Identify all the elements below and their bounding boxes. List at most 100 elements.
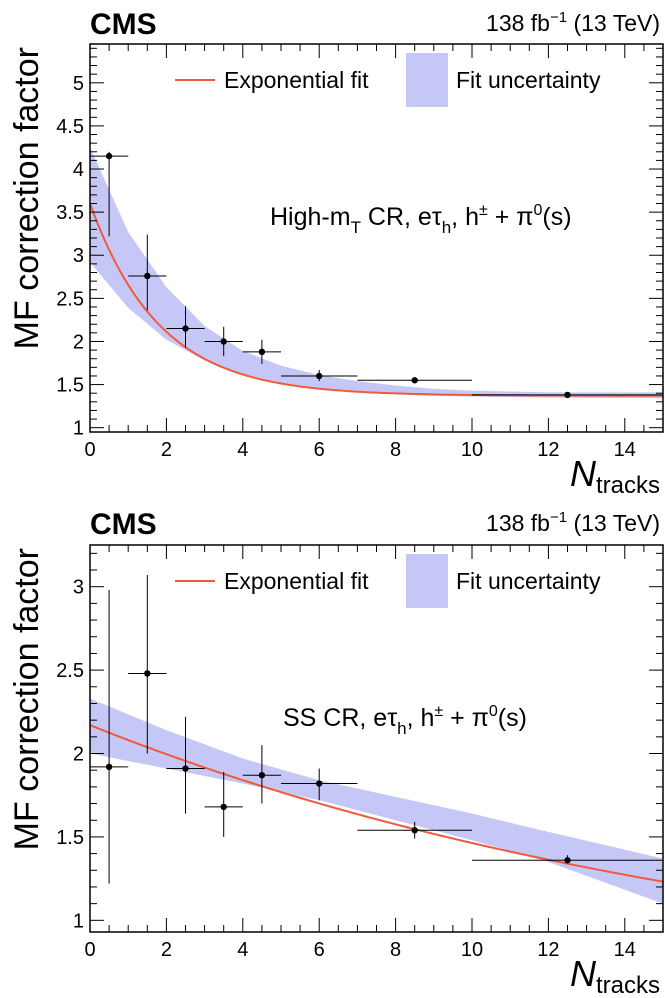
data-point [281, 369, 358, 382]
x-tick-label: 12 [537, 939, 559, 961]
region-label-c-sup: ± [434, 703, 443, 720]
y-tick-label: 1.5 [56, 375, 84, 397]
region-label-c: , h [407, 704, 435, 732]
data-marker [411, 827, 418, 834]
plot-frame [89, 43, 664, 433]
data-marker [564, 391, 571, 399]
data-marker [564, 857, 571, 864]
x-tick-label: 0 [84, 939, 95, 961]
lumi-value: 138 fb [486, 10, 550, 36]
region-label: SS CR, eτh, h± + π0(s) [283, 703, 527, 738]
y-tick-label: 1 [73, 910, 84, 932]
data-marker [220, 803, 227, 811]
data-point [166, 306, 205, 348]
y-tick-label: 2 [73, 744, 84, 766]
legend-band-label: Fit uncertainty [456, 67, 601, 93]
x-tick-label: 2 [161, 439, 172, 461]
x-tick-label: 0 [84, 439, 95, 461]
x-tick-label: 4 [237, 939, 248, 961]
lumi-exponent: −1 [550, 509, 567, 526]
data-marker [316, 372, 323, 380]
data-point [242, 745, 281, 804]
y-tick-label: 2 [73, 331, 84, 353]
experiment-label: CMS [90, 508, 157, 541]
data-point [90, 590, 129, 884]
x-tick-label: 4 [237, 439, 248, 461]
data-marker [182, 765, 189, 772]
x-tick-label: 14 [614, 939, 636, 961]
y-tick-label: 1 [73, 418, 84, 440]
x-tick-label: 10 [461, 439, 483, 461]
data-marker [220, 338, 227, 345]
data-marker [105, 152, 113, 160]
y-tick-label: 5 [73, 73, 84, 95]
x-tick-label: 10 [461, 939, 483, 961]
lumi-exponent: −1 [550, 9, 567, 26]
legend: Exponential fit Fit uncertainty [175, 53, 601, 107]
region-label-b: CR, eτ [316, 704, 397, 732]
x-tick-label: 8 [390, 439, 401, 461]
lumi-label: 138 fb−1 (13 TeV) [486, 509, 660, 536]
region-label-e: (s) [542, 203, 571, 231]
region-label-c-sup: ± [479, 202, 488, 219]
region-label-b-sub: h [442, 218, 451, 237]
region-label-b: CR, eτ [361, 203, 442, 231]
region-label-d-sup: 0 [534, 202, 543, 219]
region-label-a: High-m [270, 203, 351, 231]
region-label-a-sub: T [351, 218, 361, 237]
data-marker [105, 763, 113, 771]
x-tick-label: 6 [314, 939, 325, 961]
y-tick-label: 3 [73, 577, 84, 599]
x-tick-label: 2 [161, 939, 172, 961]
data-point [357, 821, 472, 839]
x-axis-title: Ntracks [570, 953, 660, 998]
region-label-b-sub: h [397, 719, 406, 738]
region-label-d-sup: 0 [489, 703, 498, 720]
data-marker [144, 670, 151, 677]
region-label-d: + π [443, 704, 489, 732]
data-point [166, 716, 205, 814]
data-point [90, 151, 129, 237]
region-label-e: (s) [498, 704, 527, 732]
legend: Exponential fit Fit uncertainty [175, 554, 601, 608]
x-axis-title-sub: tracks [596, 972, 660, 998]
data-point [204, 771, 243, 837]
lumi-label: 138 fb−1 (13 TeV) [486, 9, 660, 36]
x-tick-label: 12 [537, 439, 559, 461]
x-axis-title-sub: tracks [596, 472, 660, 499]
x-tick-label: 6 [314, 439, 325, 461]
data-point [472, 391, 663, 399]
data-marker [258, 348, 266, 356]
panel-1: 0 2 4 6 8 10 12 14 1 1.5 2 2.5 3 3.5 4 4.5 5 CMS 138 fb−1 … [8, 8, 664, 499]
y-tick-label: 1.5 [56, 827, 84, 849]
plot-area [90, 575, 663, 904]
x-axis-title-main: N [570, 953, 597, 994]
data-marker [411, 377, 418, 384]
y-axis-title: MF correction factor [8, 548, 46, 850]
x-tick-label: 14 [614, 439, 636, 461]
data-marker [258, 771, 266, 779]
legend-band-swatch [406, 554, 448, 608]
lumi-value: 138 fb [486, 510, 550, 536]
x-axis-title-main: N [570, 453, 597, 494]
data-point [281, 768, 358, 801]
data-point [128, 234, 167, 311]
region-label-a: SS [283, 704, 316, 732]
plot-area [90, 147, 663, 399]
region-label: High-mT CR, eτh, h± + π0(s) [270, 202, 572, 237]
data-marker [182, 325, 189, 332]
lumi-energy: (13 TeV) [567, 510, 660, 536]
data-marker [316, 780, 323, 787]
panel-2: 0 2 4 6 8 10 12 14 1 1.5 2 2.5 3 CMS 138 fb−1 (13 TeV)… [8, 508, 664, 998]
y-axis-title: MF correction factor [8, 47, 46, 349]
experiment-label: CMS [90, 8, 157, 41]
x-tick-label: 8 [390, 939, 401, 961]
legend-band-label: Fit uncertainty [456, 568, 601, 594]
fit-uncertainty-band [90, 147, 663, 399]
region-label-d: + π [488, 203, 534, 231]
legend-fit-label: Exponential fit [224, 568, 369, 594]
y-tick-label: 2.5 [56, 288, 84, 310]
data-point [128, 575, 167, 754]
y-tick-label: 4.5 [56, 116, 84, 138]
